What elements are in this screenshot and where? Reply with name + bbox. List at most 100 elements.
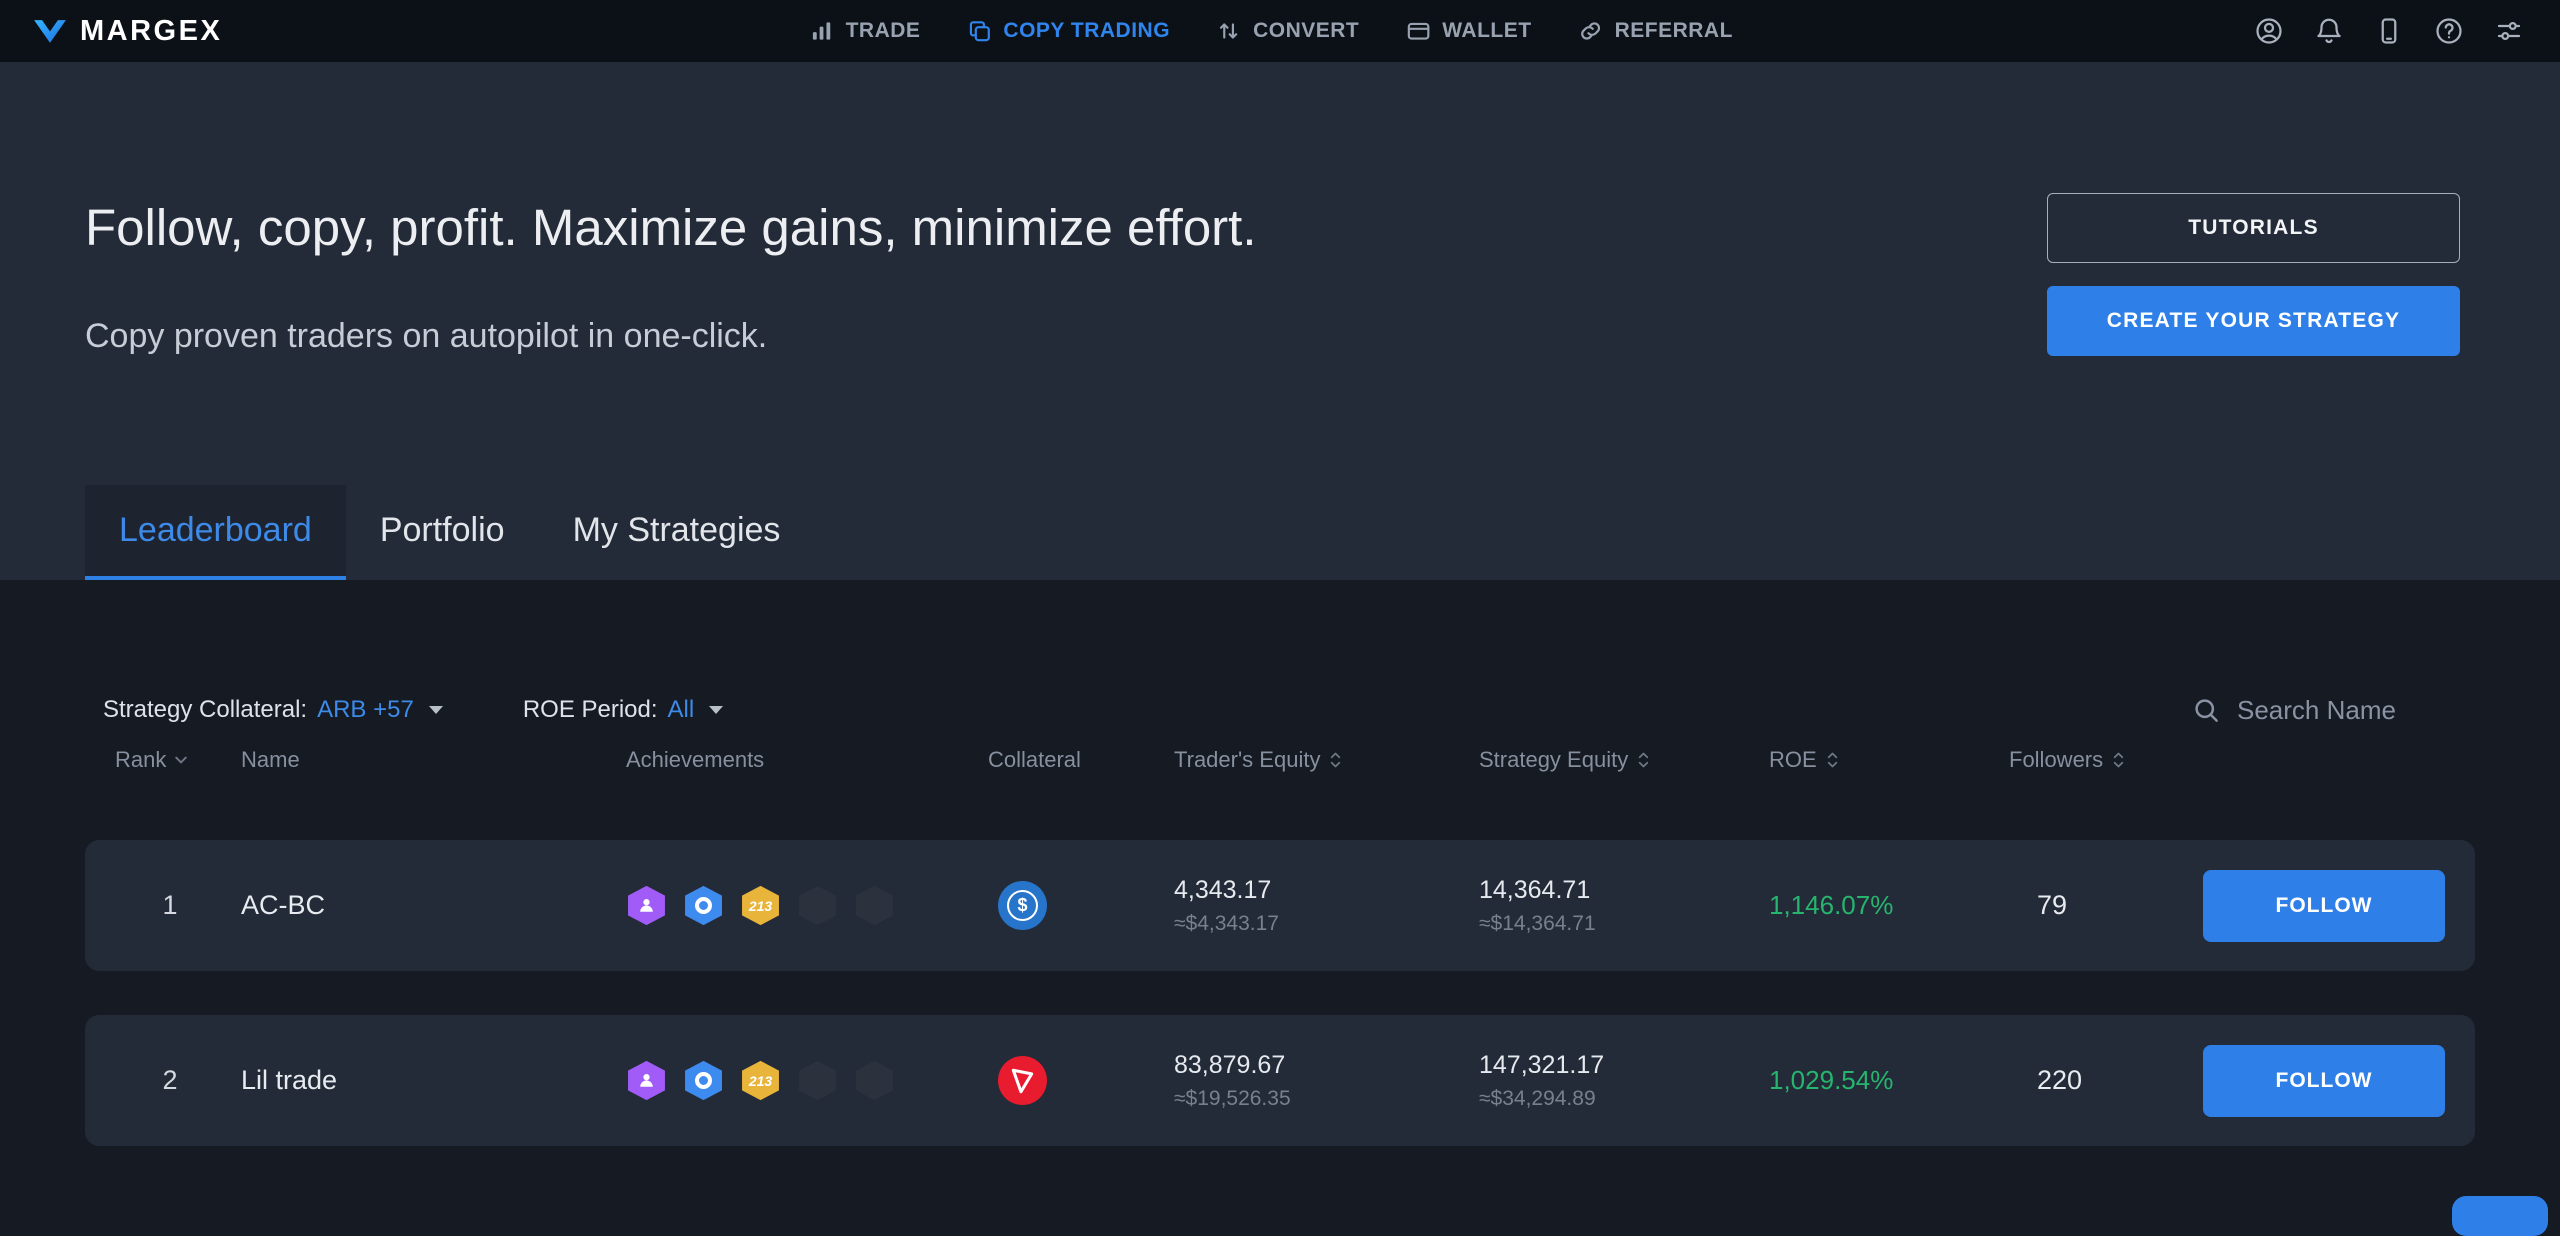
nav-item-trade[interactable]: TRADE — [809, 18, 921, 44]
nav-item-convert[interactable]: CONVERT — [1216, 18, 1359, 44]
achievements: 213 — [610, 1060, 965, 1101]
badge-members-icon — [628, 885, 665, 926]
nav-item-label: CONVERT — [1253, 19, 1360, 42]
margex-mark-icon — [33, 19, 67, 44]
strategy-equity-usd: ≈$14,364.71 — [1479, 911, 1596, 935]
tutorials-button[interactable]: TUTORIALS — [2047, 193, 2460, 263]
margex-logo[interactable]: MARGEX — [33, 15, 222, 48]
caret-down-icon — [428, 706, 443, 714]
header-achievements: Achievements — [626, 747, 765, 772]
badge-locked-icon — [799, 1060, 836, 1101]
traders-equity-value: 4,343.17 — [1174, 875, 1272, 904]
header-followers[interactable]: Followers — [2005, 747, 2185, 773]
badge-members-icon — [628, 1060, 665, 1101]
traders-equity-usd: ≈$19,526.35 — [1174, 1086, 1291, 1110]
collateral-cell: $ — [965, 881, 1170, 930]
chat-widget-peek[interactable] — [2452, 1196, 2548, 1236]
traders-equity-usd: ≈$4,343.17 — [1174, 911, 1279, 935]
nav-item-referral[interactable]: REFERRAL — [1578, 18, 1733, 44]
leaderboard-section: Strategy Collateral: ARB +57 ROE Period:… — [0, 580, 2560, 1146]
badge-eye-icon — [685, 1060, 722, 1101]
rank-value: 2 — [162, 1065, 178, 1095]
badge-213-icon: 213 — [742, 1060, 779, 1101]
strategy-equity-cell: 14,364.71 ≈$14,364.71 — [1475, 876, 1765, 936]
help-icon[interactable] — [2434, 16, 2464, 46]
followers-value: 79 — [2037, 890, 2068, 920]
header-rank[interactable]: Rank — [115, 747, 225, 773]
create-strategy-button[interactable]: CREATE YOUR STRATEGY — [2047, 286, 2460, 356]
roe-period-filter[interactable]: ROE Period: All — [522, 696, 724, 724]
hero-buttons: TUTORIALS CREATE YOUR STRATEGY — [2047, 193, 2460, 356]
chevron-down-icon — [175, 756, 188, 764]
brand-text: MARGEX — [80, 14, 223, 47]
copy-trading-icon — [966, 18, 992, 44]
convert-icon — [1216, 18, 1242, 44]
search-icon — [2191, 695, 2221, 725]
nav-item-label: TRADE — [845, 19, 921, 42]
tab-leaderboard[interactable]: Leaderboard — [85, 485, 346, 580]
collateral-filter-value: ARB +57 — [317, 696, 414, 723]
achievements: 213 — [610, 885, 965, 926]
top-navbar: MARGEX TRADE COPY TRADING — [0, 0, 2560, 62]
badge-locked-icon — [856, 1060, 893, 1101]
nav-item-label: COPY TRADING — [1003, 19, 1171, 42]
header-collateral: Collateral — [988, 747, 1081, 772]
rank-value: 1 — [162, 890, 178, 920]
badge-locked-icon — [799, 885, 836, 926]
trader-name: AC-BC — [241, 890, 326, 920]
navbar-right-icons — [2254, 16, 2524, 46]
nav-item-wallet[interactable]: WALLET — [1405, 18, 1531, 44]
bar-chart-icon — [809, 18, 835, 44]
tab-my-strategies[interactable]: My Strategies — [572, 511, 781, 549]
badge-eye-icon — [685, 885, 722, 926]
header-traders-equity[interactable]: Trader's Equity — [1170, 747, 1475, 773]
followers-value: 220 — [2037, 1065, 2083, 1095]
traders-equity-value: 83,879.67 — [1174, 1050, 1286, 1079]
collateral-filter-label: Strategy Collateral: — [103, 696, 308, 723]
main-nav: TRADE COPY TRADING CONVERT — [809, 0, 1733, 62]
nav-item-label: WALLET — [1442, 19, 1532, 42]
header-strategy-equity[interactable]: Strategy Equity — [1475, 747, 1765, 773]
nav-item-copy-trading[interactable]: COPY TRADING — [966, 18, 1170, 44]
usdc-icon: $ — [998, 881, 1047, 930]
strategy-equity-cell: 147,321.17 ≈$34,294.89 — [1475, 1051, 1765, 1111]
filter-bar: Strategy Collateral: ARB +57 ROE Period:… — [85, 580, 2475, 738]
roe-period-filter-value: All — [667, 696, 695, 723]
tab-portfolio[interactable]: Portfolio — [379, 511, 505, 549]
nav-item-label: REFERRAL — [1614, 19, 1733, 42]
follow-button[interactable]: FOLLOW — [2203, 869, 2445, 942]
leaderboard-row[interactable]: 2 Lil trade 213 83,879.67 ≈$19,526.35 14… — [85, 1015, 2475, 1146]
search-input[interactable] — [2235, 693, 2475, 727]
page-subtitle: Copy proven traders on autopilot in one-… — [85, 317, 768, 355]
collateral-filter[interactable]: Strategy Collateral: ARB +57 — [103, 696, 443, 724]
account-icon[interactable] — [2254, 16, 2284, 46]
tab-bar: Leaderboard Portfolio My Strategies — [85, 485, 2475, 580]
notifications-icon[interactable] — [2314, 16, 2344, 46]
wallet-icon — [1405, 18, 1431, 44]
sort-icon — [1826, 750, 1839, 770]
leaderboard-row[interactable]: 1 AC-BC 213 $ 4,343.17 ≈$4,343.17 14,364… — [85, 840, 2475, 971]
mobile-app-icon[interactable] — [2374, 16, 2404, 46]
sort-icon — [1329, 750, 1342, 770]
search-box — [2191, 693, 2475, 727]
roe-value: 1,029.54% — [1769, 1065, 1894, 1095]
roe-period-filter-label: ROE Period: — [522, 696, 658, 723]
header-roe[interactable]: ROE — [1765, 747, 2005, 773]
badge-213-icon: 213 — [742, 885, 779, 926]
referral-icon — [1578, 18, 1604, 44]
trx-icon — [998, 1056, 1047, 1105]
sort-icon — [1637, 750, 1650, 770]
badge-locked-icon — [856, 885, 893, 926]
sort-icon — [2112, 750, 2125, 770]
table-header-row: Rank Name Achievements Collateral Trader… — [85, 732, 2475, 788]
follow-button[interactable]: FOLLOW — [2203, 1044, 2445, 1117]
roe-value: 1,146.07% — [1769, 890, 1894, 920]
page-title: Follow, copy, profit. Maximize gains, mi… — [85, 199, 1257, 256]
collateral-cell — [965, 1056, 1170, 1105]
caret-down-icon — [709, 706, 724, 714]
trader-name: Lil trade — [241, 1065, 338, 1095]
traders-equity-cell: 83,879.67 ≈$19,526.35 — [1170, 1051, 1475, 1111]
header-name: Name — [241, 747, 300, 772]
preferences-icon[interactable] — [2494, 16, 2524, 46]
traders-equity-cell: 4,343.17 ≈$4,343.17 — [1170, 876, 1475, 936]
